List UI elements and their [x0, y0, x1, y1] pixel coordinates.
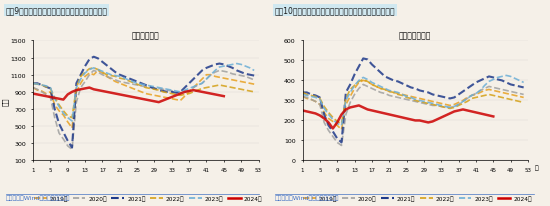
Y-axis label: 万吨: 万吨 [2, 97, 9, 105]
Text: 周: 周 [535, 164, 538, 170]
Text: 图表10：近半月螺纹钢表需同样有所回落，弱于季节规律: 图表10：近半月螺纹钢表需同样有所回落，弱于季节规律 [275, 6, 395, 15]
Text: 图表9：近半月钢材表需再度回落，弱于季节规律: 图表9：近半月钢材表需再度回落，弱于季节规律 [6, 6, 107, 15]
Title: 钢材表需合计: 钢材表需合计 [132, 32, 160, 40]
Text: 资料来源：Wind，国盛证券研究所: 资料来源：Wind，国盛证券研究所 [275, 194, 339, 200]
Legend: 2019年, 2020年, 2021年, 2022年, 2023年, 2024年: 2019年, 2020年, 2021年, 2022年, 2023年, 2024年 [31, 193, 265, 203]
Legend: 2019年, 2020年, 2021年, 2022年, 2023年, 2024年: 2019年, 2020年, 2021年, 2022年, 2023年, 2024年 [301, 193, 534, 203]
Text: 资料来源：Wind，国盛证券研究所: 资料来源：Wind，国盛证券研究所 [6, 194, 70, 200]
Title: 螺纹钢表观需求: 螺纹钢表观需求 [399, 32, 431, 40]
